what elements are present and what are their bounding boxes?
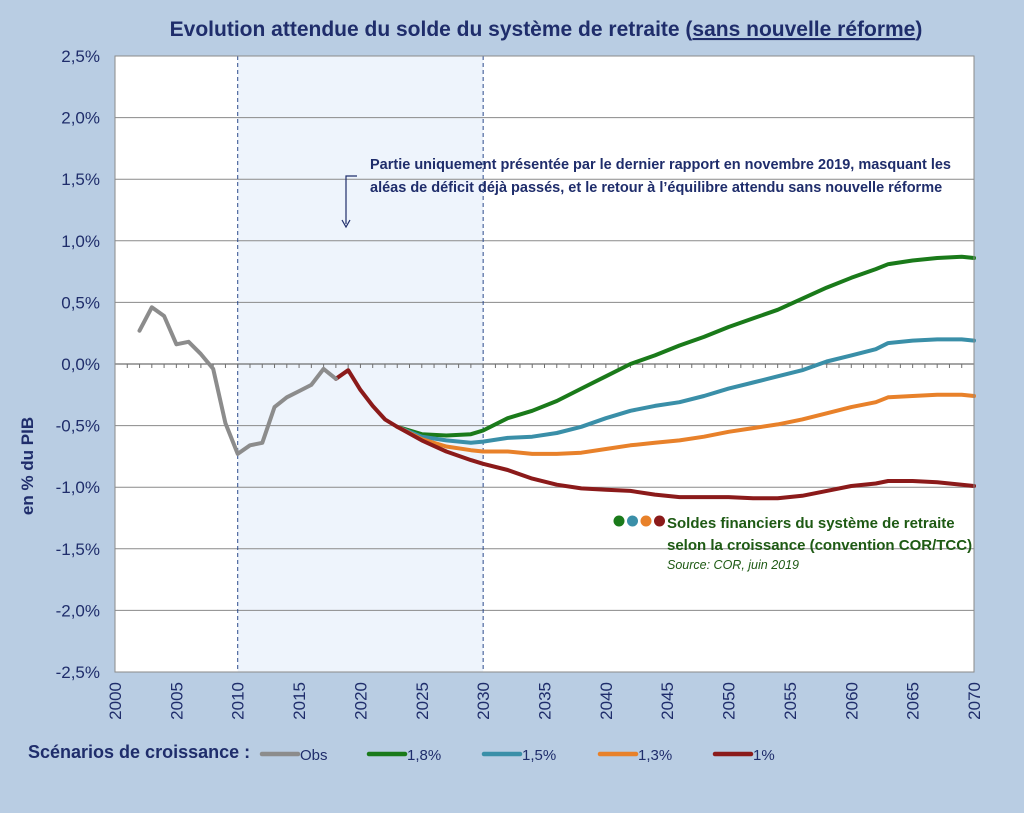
- y-tick-label: -1,0%: [56, 478, 100, 497]
- x-tick-label: 2015: [290, 682, 309, 720]
- annotation-arrowhead: [341, 219, 351, 229]
- inline-dot-3: [654, 515, 665, 527]
- x-tick-label: 2055: [781, 682, 800, 720]
- series-lines: [137, 254, 976, 501]
- x-tick-label: 2030: [474, 682, 493, 720]
- chart-title: Evolution attendue du solde du système d…: [170, 18, 923, 41]
- inline-dot-1: [627, 515, 638, 527]
- annotation-line-1: Partie uniquement présentée par le derni…: [370, 157, 951, 173]
- legend-label-1-8: 1,8%: [407, 747, 441, 764]
- inline-dot-0: [613, 515, 625, 527]
- series-line-1: [333, 368, 976, 501]
- legend-label-obs: Obs: [300, 747, 328, 764]
- y-tick-label: -1,5%: [56, 540, 100, 559]
- annotation-arrow: [345, 175, 357, 224]
- inline-dot-2: [640, 515, 652, 527]
- annotation-line-2: aléas de déficit déjà passés, et le reto…: [370, 180, 942, 196]
- x-tick-label: 2050: [720, 682, 739, 720]
- y-tick-label: 0,5%: [61, 293, 100, 312]
- x-tick-label: 2020: [351, 682, 370, 720]
- y-tick-label: 1,5%: [61, 170, 100, 189]
- x-tick-label: 2040: [597, 682, 616, 720]
- series-line-1-8: [395, 254, 976, 438]
- title-suffix: ): [915, 18, 922, 41]
- legend-label-1-5: 1,5%: [522, 747, 556, 764]
- title-underlined: sans nouvelle réforme: [692, 18, 915, 41]
- y-tick-label: 0,0%: [61, 355, 100, 374]
- annotation: Partie uniquement présentée par le derni…: [341, 157, 951, 229]
- legend-label-1: 1%: [753, 747, 775, 764]
- y-tick-label: 1,0%: [61, 232, 100, 251]
- legend-label-1-3: 1,3%: [638, 747, 672, 764]
- x-tick-label: 2005: [167, 682, 186, 720]
- x-tick-label: 2060: [842, 682, 861, 720]
- x-tick-label: 2070: [965, 682, 984, 720]
- gridlines: [115, 55, 974, 673]
- inline-legend-line-1: Soldes financiers du système de retraite: [667, 515, 955, 532]
- x-tick-label: 2025: [413, 682, 432, 720]
- x-tick-label: 2035: [536, 682, 555, 720]
- x-tick-label: 2045: [658, 682, 677, 720]
- series-line-1-3: [395, 392, 976, 456]
- series-line-obs: [137, 305, 338, 456]
- legend-title: Scénarios de croissance :: [28, 742, 250, 762]
- title-prefix: Evolution attendue du solde du système d…: [170, 18, 693, 41]
- y-tick-label: 2,5%: [61, 47, 100, 66]
- zero-axis: [114, 363, 975, 368]
- inline-legend-line-2: selon la croissance (convention COR/TCC): [667, 537, 972, 554]
- x-tick-label: 2010: [229, 682, 248, 720]
- source-text: Source: COR, juin 2019: [667, 558, 799, 572]
- y-tick-label: -2,5%: [56, 663, 100, 682]
- series-line-1-5: [395, 337, 976, 445]
- y-tick-label: -0,5%: [56, 417, 100, 436]
- plot-border: [114, 55, 975, 673]
- x-tick-label: 2000: [106, 682, 125, 720]
- inline-legend: Soldes financiers du système de retraite…: [613, 515, 972, 572]
- y-axis-label: en % du PIB: [18, 417, 37, 515]
- y-tick-label: -2,0%: [56, 601, 100, 620]
- x-tick-label: 2065: [904, 682, 923, 720]
- inline-legend-dots: [613, 515, 665, 527]
- y-tick-label: 2,0%: [61, 109, 100, 128]
- x-tick-labels: 2000 2005 2010 2015 2020 2025 2030 2035 2040 2045…: [106, 682, 984, 720]
- legend: Obs 1,8% 1,5% 1,3% 1%: [259, 747, 775, 764]
- y-tick-labels: 2,5% 2,0% 1,5% 1,0% 0,5% 0,0% -0,5% -1,0% -1,5% -…: [56, 47, 100, 682]
